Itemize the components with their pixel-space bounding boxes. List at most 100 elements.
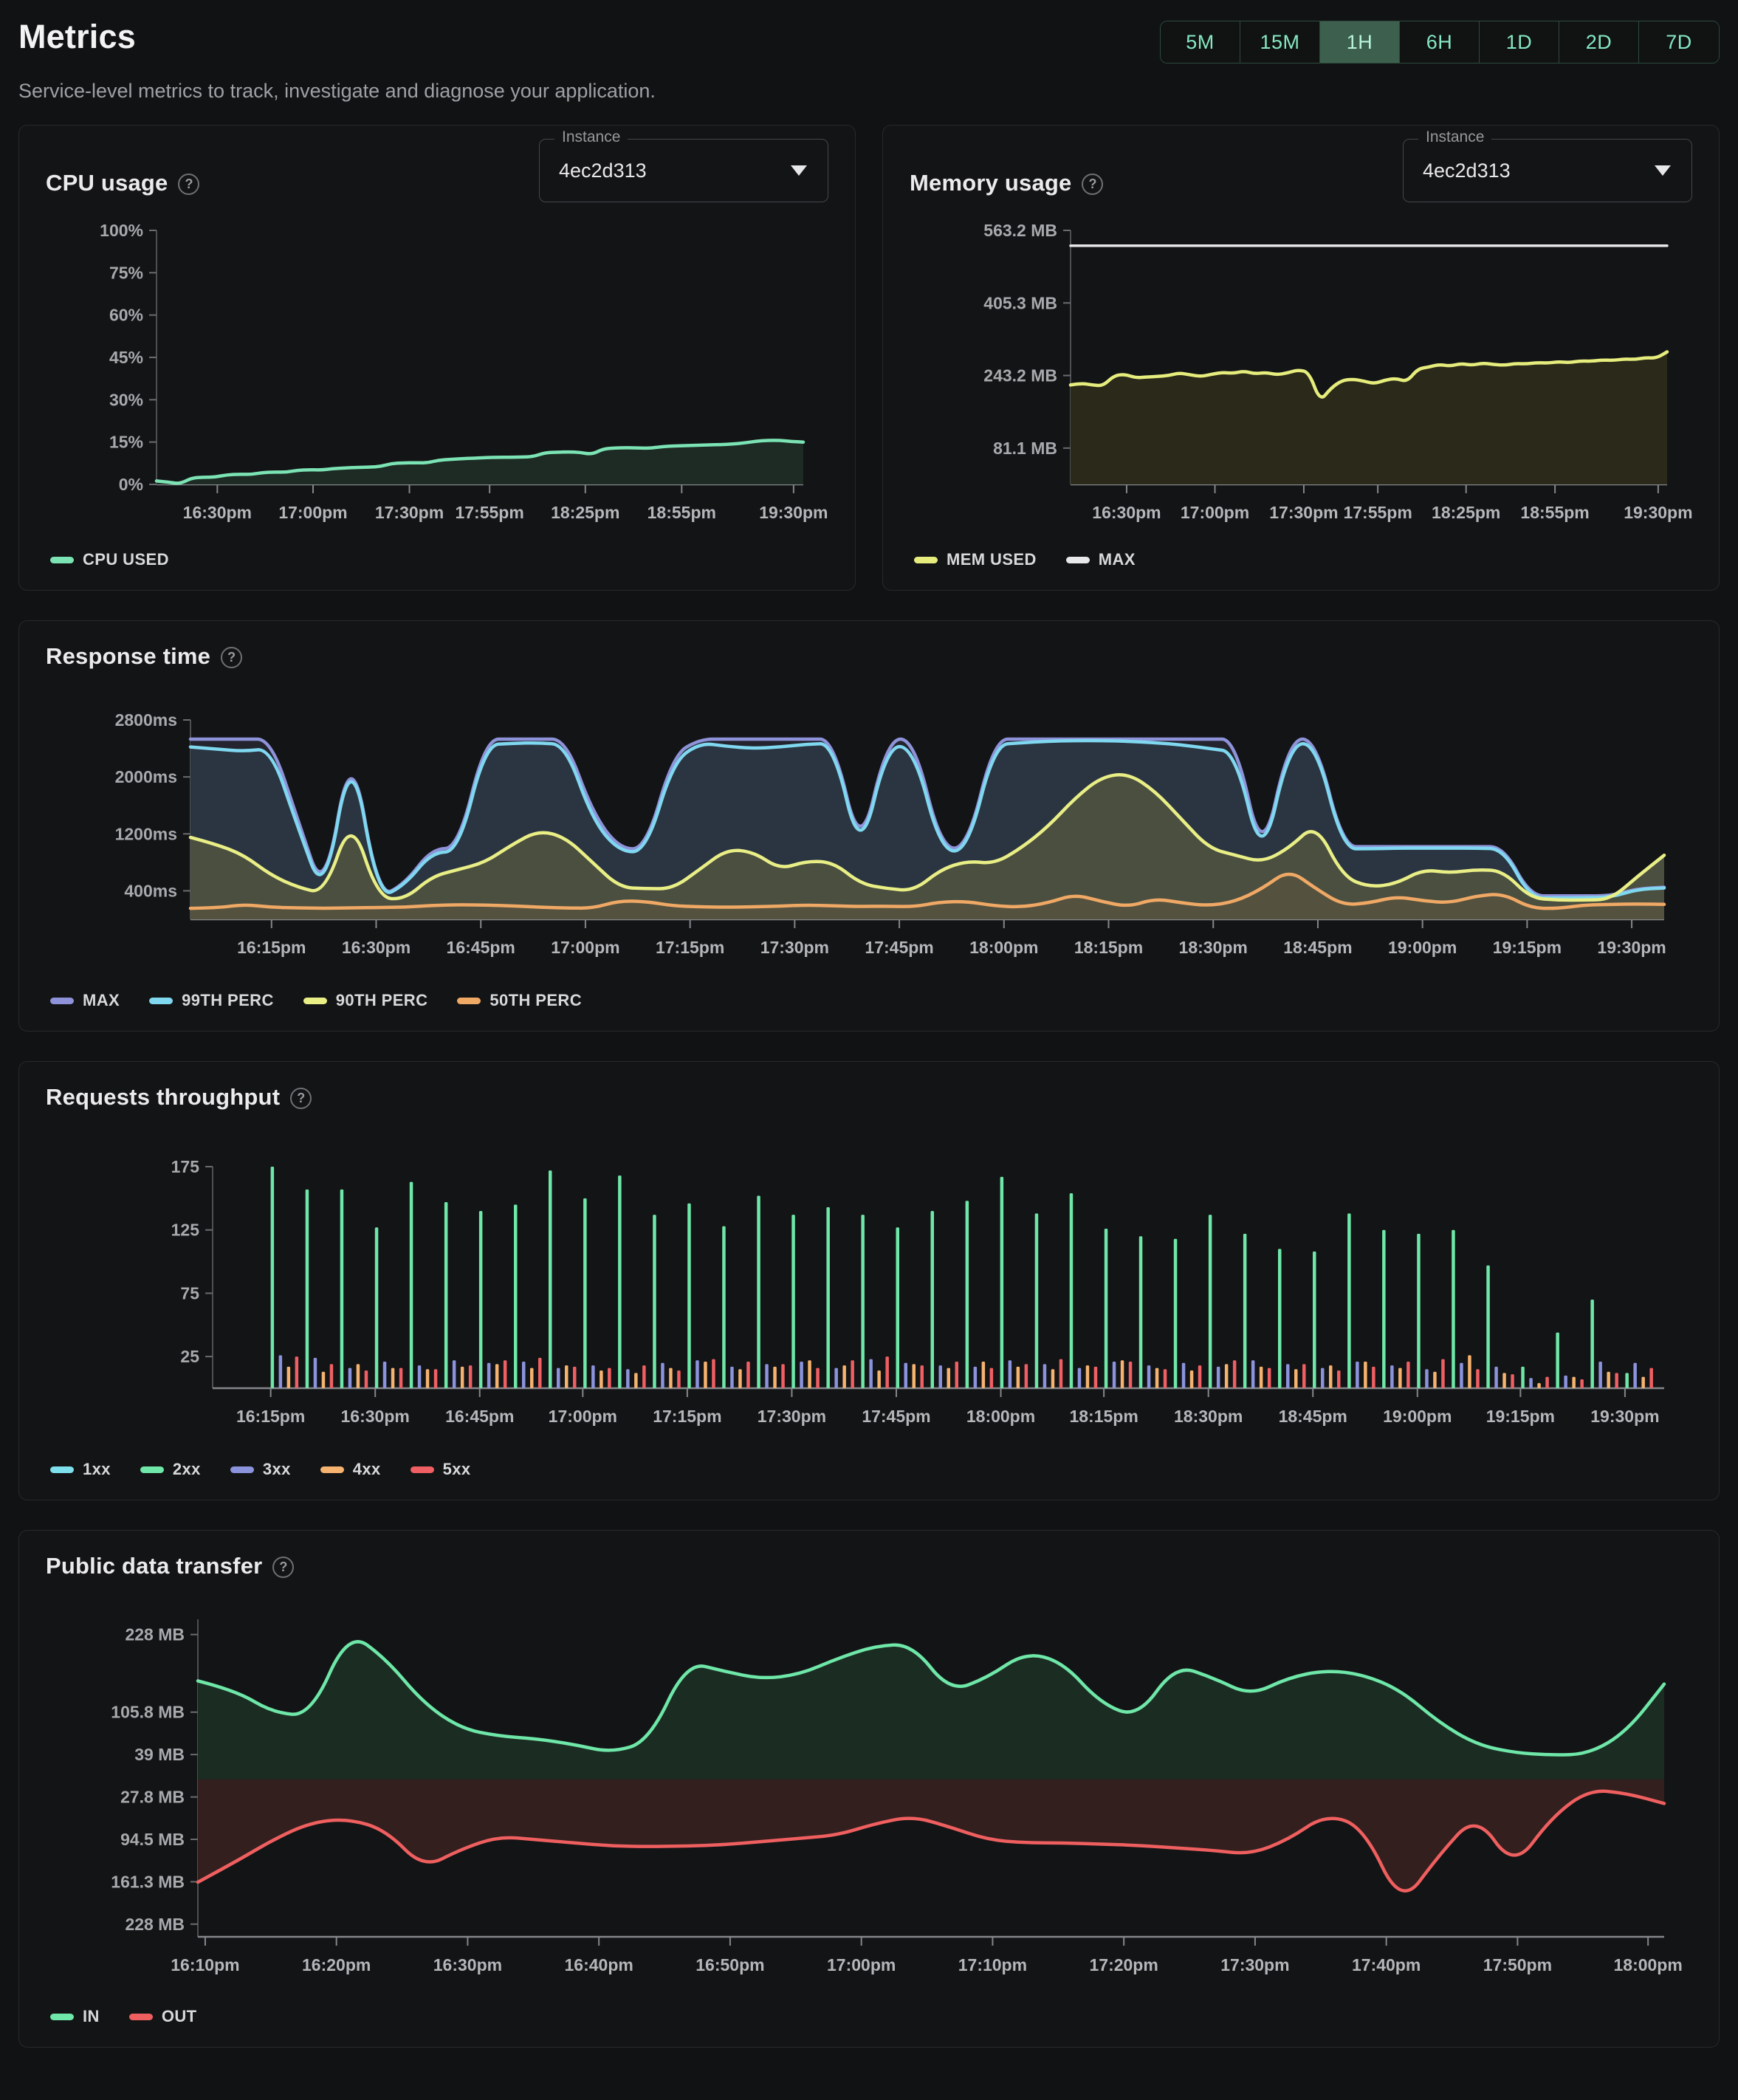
requests-legend: 1xx 2xx 3xx 4xx 5xx — [50, 1460, 1692, 1479]
legend-swatch — [140, 1466, 164, 1473]
svg-text:16:20pm: 16:20pm — [302, 1955, 371, 1974]
svg-text:563.2 MB: 563.2 MB — [983, 221, 1057, 240]
svg-text:17:55pm: 17:55pm — [1343, 503, 1412, 522]
memory-legend: MEM USED MAX — [914, 550, 1692, 569]
time-range-button-1h[interactable]: 1H — [1320, 21, 1400, 63]
help-icon[interactable]: ? — [272, 1556, 295, 1578]
svg-text:18:55pm: 18:55pm — [1520, 503, 1589, 522]
memory-usage-chart[interactable]: 563.2 MB 405.3 MB 243.2 MB 81.1 MB 16:30pm 17… — [910, 219, 1692, 540]
legend-label: 3xx — [262, 1460, 291, 1478]
svg-text:18:45pm: 18:45pm — [1279, 1407, 1347, 1426]
svg-text:400ms: 400ms — [124, 881, 177, 900]
response-panel-title: Response time — [46, 643, 211, 669]
response-legend: MAX 99TH PERC 90TH PERC 50TH PERC — [50, 991, 1692, 1010]
instance-select-label: Instance — [554, 128, 628, 146]
time-range-button-15m[interactable]: 15M — [1240, 21, 1320, 63]
legend-item-90th-perc[interactable]: 90TH PERC — [303, 991, 428, 1010]
instance-select-value: 4ec2d313 — [559, 159, 647, 182]
legend-item-4xx[interactable]: 4xx — [320, 1460, 381, 1479]
svg-text:18:25pm: 18:25pm — [1432, 503, 1500, 522]
svg-text:18:30pm: 18:30pm — [1179, 938, 1248, 957]
help-icon[interactable]: ? — [290, 1087, 312, 1109]
legend-item-max[interactable]: MAX — [50, 991, 120, 1010]
svg-text:94.5 MB: 94.5 MB — [120, 1830, 185, 1849]
time-range-button-1d[interactable]: 1D — [1480, 21, 1559, 63]
legend-item-2xx[interactable]: 2xx — [140, 1460, 201, 1479]
time-range-button-5m[interactable]: 5M — [1161, 21, 1240, 63]
requests-throughput-chart[interactable]: 175 125 75 25 16:15pm 16:30pm 16:45pm 17:00pm 17… — [46, 1157, 1692, 1449]
svg-text:19:30pm: 19:30pm — [1597, 938, 1666, 957]
time-range-button-7d[interactable]: 7D — [1639, 21, 1719, 63]
legend-item-1xx[interactable]: 1xx — [50, 1460, 111, 1479]
svg-text:17:10pm: 17:10pm — [958, 1955, 1027, 1974]
requests-throughput-panel: Requests throughput ? 175 125 75 25 16:15pm 1… — [18, 1061, 1720, 1500]
response-time-panel: Response time ? 2800ms 2000ms 1200ms 400ms 1… — [18, 620, 1720, 1032]
legend-swatch — [303, 997, 327, 1004]
svg-text:17:30pm: 17:30pm — [758, 1407, 826, 1426]
legend-item-out[interactable]: OUT — [128, 2007, 197, 2026]
svg-text:16:15pm: 16:15pm — [237, 938, 306, 957]
legend-item-max[interactable]: MAX — [1065, 550, 1136, 569]
svg-text:17:50pm: 17:50pm — [1483, 1955, 1552, 1974]
help-icon[interactable]: ? — [1082, 173, 1104, 195]
svg-text:27.8 MB: 27.8 MB — [120, 1788, 185, 1807]
legend-item-3xx[interactable]: 3xx — [230, 1460, 291, 1479]
legend-label: 4xx — [352, 1460, 381, 1478]
legend-label: MAX — [1098, 550, 1136, 569]
response-time-chart[interactable]: 2800ms 2000ms 1200ms 400ms 16:15pm 16:30pm 16:… — [46, 710, 1692, 981]
svg-text:161.3 MB: 161.3 MB — [111, 1872, 185, 1891]
legend-swatch — [50, 556, 74, 563]
cpu-panel-title: CPU usage — [46, 170, 168, 196]
legend-label: 5xx — [442, 1460, 471, 1478]
time-range-button-6h[interactable]: 6H — [1400, 21, 1480, 63]
svg-text:17:20pm: 17:20pm — [1089, 1955, 1158, 1974]
help-icon[interactable]: ? — [178, 173, 200, 195]
svg-text:2000ms: 2000ms — [115, 767, 177, 786]
cpu-instance-select[interactable]: Instance 4ec2d313 — [539, 128, 828, 202]
svg-text:17:30pm: 17:30pm — [1269, 503, 1338, 522]
legend-item-5xx[interactable]: 5xx — [410, 1460, 471, 1479]
legend-item-99th-perc[interactable]: 99TH PERC — [149, 991, 274, 1010]
time-range-button-2d[interactable]: 2D — [1559, 21, 1639, 63]
time-range-group[interactable]: 5M 15M 1H 6H 1D 2D 7D — [1160, 21, 1720, 64]
legend-item-50th-perc[interactable]: 50TH PERC — [457, 991, 582, 1010]
legend-swatch — [50, 1466, 74, 1473]
svg-text:16:30pm: 16:30pm — [433, 1955, 502, 1974]
svg-text:105.8 MB: 105.8 MB — [111, 1703, 185, 1722]
cpu-usage-chart[interactable]: 100% 75% 60% 45% 30% 15% 0% 16:30pm 17:00pm 17:30… — [46, 219, 828, 540]
legend-item-cpu-used[interactable]: CPU USED — [50, 550, 169, 569]
legend-swatch — [410, 1466, 434, 1473]
svg-text:2800ms: 2800ms — [115, 711, 177, 730]
legend-item-mem-used[interactable]: MEM USED — [914, 550, 1037, 569]
svg-text:175: 175 — [171, 1158, 200, 1176]
public-panel-title: Public data transfer — [46, 1553, 263, 1579]
svg-text:45%: 45% — [109, 348, 143, 367]
svg-text:16:30pm: 16:30pm — [341, 1407, 410, 1426]
svg-text:1200ms: 1200ms — [115, 824, 177, 843]
legend-swatch — [128, 2013, 153, 2020]
svg-text:16:40pm: 16:40pm — [565, 1955, 633, 1974]
svg-text:17:00pm: 17:00pm — [1181, 503, 1249, 522]
memory-instance-select[interactable]: Instance 4ec2d313 — [1403, 128, 1692, 202]
legend-swatch — [230, 1466, 254, 1473]
public-data-transfer-chart[interactable]: 228 MB 105.8 MB 39 MB 27.8 MB 94.5 MB 161.3 M… — [46, 1609, 1692, 1997]
svg-text:17:30pm: 17:30pm — [1220, 1955, 1289, 1974]
cpu-legend: CPU USED — [50, 550, 828, 569]
legend-label: 99TH PERC — [182, 991, 274, 1009]
svg-text:16:45pm: 16:45pm — [447, 938, 515, 957]
legend-swatch — [149, 997, 174, 1004]
caret-down-icon — [1655, 165, 1671, 176]
svg-text:243.2 MB: 243.2 MB — [983, 366, 1057, 385]
legend-item-in[interactable]: IN — [50, 2007, 100, 2026]
svg-text:17:55pm: 17:55pm — [455, 503, 523, 522]
legend-label: CPU USED — [83, 550, 169, 569]
legend-label: 1xx — [83, 1460, 111, 1478]
cpu-usage-panel: CPU usage ? Instance 4ec2d313 100% 75% 60%… — [18, 125, 856, 591]
svg-text:19:30pm: 19:30pm — [759, 503, 828, 522]
svg-text:228 MB: 228 MB — [125, 1625, 185, 1644]
svg-text:18:00pm: 18:00pm — [966, 1407, 1035, 1426]
legend-swatch — [1065, 556, 1090, 563]
legend-label: OUT — [161, 2007, 197, 2025]
svg-text:18:45pm: 18:45pm — [1283, 938, 1352, 957]
help-icon[interactable]: ? — [221, 646, 243, 668]
